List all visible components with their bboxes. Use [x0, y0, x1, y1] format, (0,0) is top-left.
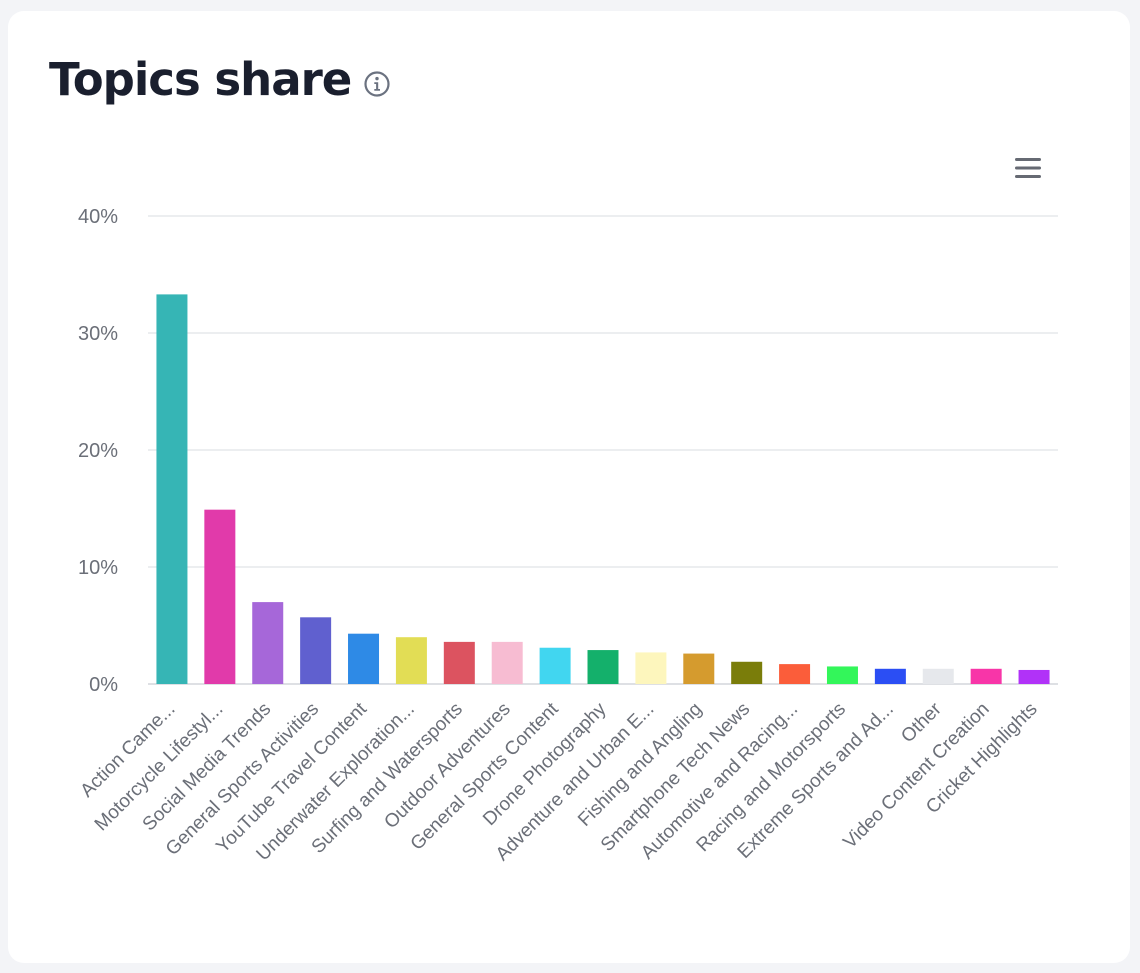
info-icon[interactable]: [363, 70, 391, 98]
chart-title: Topics share: [49, 53, 352, 106]
bar[interactable]: [731, 661, 763, 684]
bar[interactable]: [1018, 669, 1050, 684]
title-row: Topics share: [49, 52, 391, 108]
bar[interactable]: [443, 641, 475, 684]
y-tick-label: 40%: [78, 206, 118, 228]
y-tick-label: 0%: [89, 674, 118, 696]
bar[interactable]: [539, 647, 571, 684]
bar[interactable]: [922, 668, 954, 684]
bar[interactable]: [300, 617, 332, 684]
bar[interactable]: [970, 668, 1002, 684]
x-axis-labels: Action Came...Motorcycle Lifestyl...Soci…: [77, 698, 1042, 865]
chart-card: [8, 11, 1130, 963]
bar[interactable]: [826, 666, 858, 684]
bar[interactable]: [348, 633, 380, 684]
y-tick-label: 20%: [78, 440, 118, 462]
y-axis-ticks: 0% 10% 20% 30% 40%: [78, 206, 118, 696]
bar[interactable]: [395, 637, 427, 684]
bar[interactable]: [635, 652, 667, 684]
bar[interactable]: [587, 650, 619, 684]
bar[interactable]: [252, 602, 284, 684]
bar[interactable]: [874, 668, 906, 684]
bars: [156, 294, 1050, 684]
bar[interactable]: [683, 653, 715, 684]
grid-lines: [148, 215, 1058, 685]
bar[interactable]: [204, 509, 236, 684]
bar[interactable]: [156, 294, 188, 684]
bar[interactable]: [779, 664, 811, 684]
y-tick-label: 30%: [78, 323, 118, 345]
hamburger-menu-icon[interactable]: [1013, 154, 1043, 182]
bar[interactable]: [491, 641, 523, 684]
y-tick-label: 10%: [78, 557, 118, 579]
